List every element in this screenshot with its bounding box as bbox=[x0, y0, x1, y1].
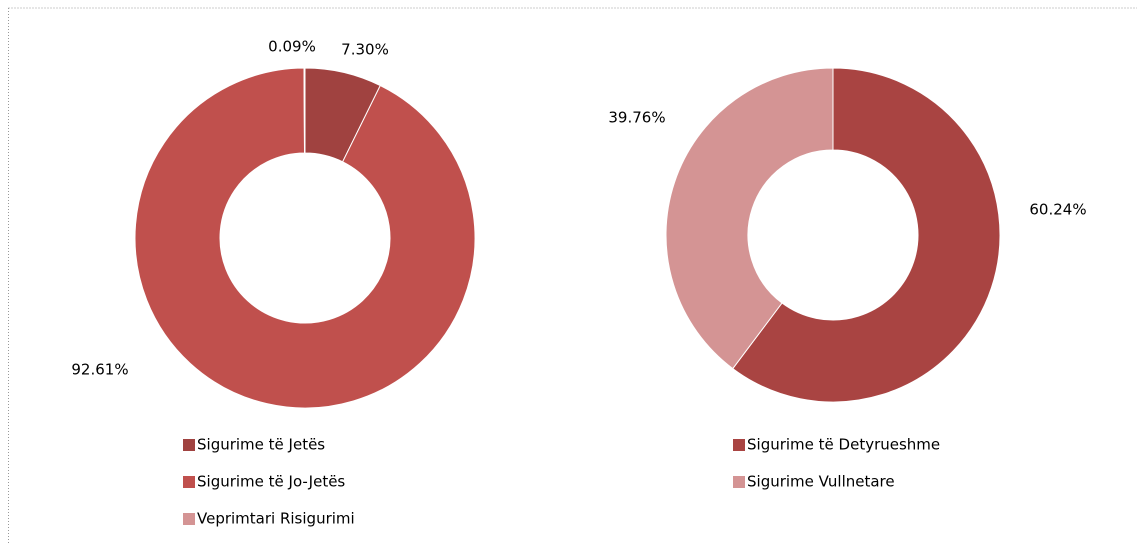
legend-label: Sigurime të Jetës bbox=[197, 436, 325, 454]
legend-label: Veprimtari Risigurimi bbox=[197, 510, 355, 528]
legend-label: Sigurime të Detyrueshme bbox=[747, 436, 940, 454]
data-label: 7.30% bbox=[341, 41, 389, 59]
donut-slice bbox=[665, 67, 834, 370]
data-label: 92.61% bbox=[71, 361, 128, 379]
legend-swatch bbox=[733, 476, 745, 488]
donut-slice bbox=[303, 67, 306, 154]
legend-swatch bbox=[183, 513, 195, 525]
donut-slice bbox=[732, 67, 1001, 403]
legend-swatch bbox=[183, 439, 195, 451]
legend-label: Sigurime Vullnetare bbox=[747, 473, 895, 491]
data-label: 60.24% bbox=[1029, 201, 1086, 219]
legend-swatch bbox=[733, 439, 745, 451]
donut-slice bbox=[134, 67, 476, 409]
legend-label: Sigurime të Jo-Jetës bbox=[197, 473, 345, 491]
data-label: 0.09% bbox=[268, 38, 316, 56]
legend-swatch bbox=[183, 476, 195, 488]
data-label: 39.76% bbox=[608, 109, 665, 127]
